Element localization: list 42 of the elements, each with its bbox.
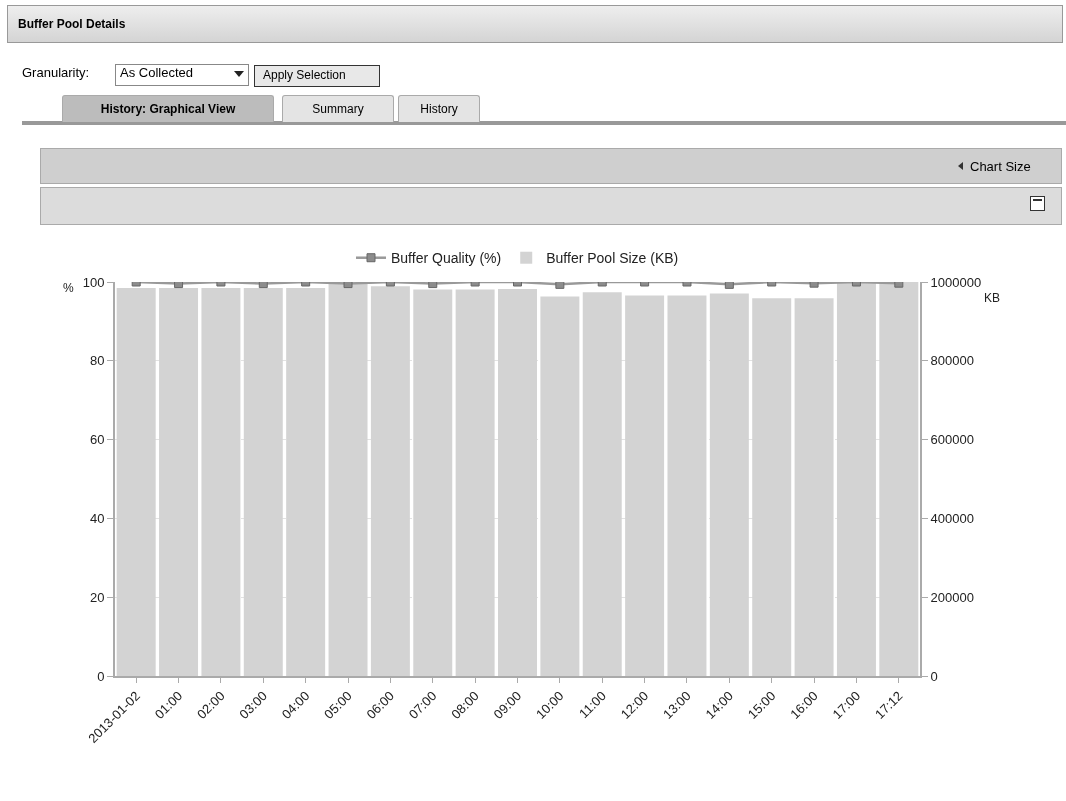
bar: [498, 289, 537, 676]
y2-axis-title: KB: [984, 291, 1001, 305]
bar: [752, 298, 792, 676]
text: As Collected: [120, 65, 193, 80]
y-axis-title: %: [63, 281, 74, 295]
y-tick-label: 100: [82, 274, 105, 290]
y-tick-label: 20: [89, 589, 105, 605]
bar: [709, 293, 749, 676]
y-tick-label: 60: [89, 432, 105, 448]
bar: [455, 289, 495, 676]
bar: [582, 292, 622, 676]
text: Granularity:: [22, 65, 90, 80]
y-tick-label: 80: [89, 353, 105, 369]
bar: [413, 289, 453, 676]
y2-tick-label: 400000: [930, 510, 974, 526]
bar: [116, 287, 156, 676]
bar: [201, 287, 241, 676]
text: Chart Size: [970, 159, 1031, 174]
bar: [370, 286, 410, 676]
bar: [243, 287, 283, 676]
text: Apply Selection: [263, 68, 346, 82]
bar: [328, 283, 368, 676]
bar: [286, 287, 326, 676]
bar: [625, 295, 665, 676]
y-tick-label: 0: [97, 668, 105, 684]
chart-title: Buffer Pool Details: [18, 17, 126, 31]
y2-tick-label: 600000: [930, 432, 974, 448]
y2-tick-label: 0: [930, 668, 938, 684]
text: History: [420, 102, 458, 116]
y2-tick-label: 800000: [930, 353, 974, 369]
y2-tick-label: 1000000: [930, 274, 982, 290]
bar: [540, 296, 580, 676]
bar: [159, 287, 199, 676]
legend-label: Buffer Pool Size (KB): [546, 250, 679, 267]
legend-label: Buffer Quality (%): [391, 250, 502, 267]
y2-tick-label: 200000: [930, 589, 974, 605]
bar: [836, 282, 876, 676]
y-tick-label: 40: [89, 510, 105, 526]
bar: [667, 295, 707, 676]
text: History: Graphical View: [100, 102, 236, 116]
bar: [794, 298, 834, 676]
text: Summary: [312, 102, 364, 116]
